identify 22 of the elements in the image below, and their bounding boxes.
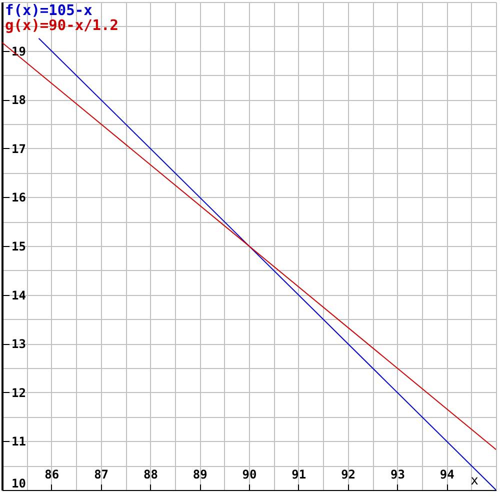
- text: f(x)=105-x: [5, 3, 93, 19]
- y-tick-label: 14: [12, 288, 26, 302]
- x-tick-label: 92: [341, 468, 356, 482]
- y-tick-label: 18: [12, 93, 26, 108]
- x-tick-label: 91: [292, 468, 306, 482]
- y-tick-label: 10: [12, 476, 26, 490]
- y-tick-label: 17: [12, 142, 26, 156]
- y-tick-label: 16: [12, 190, 26, 205]
- y-tick-label: 13: [12, 337, 26, 352]
- x-tick-label: 86: [44, 468, 60, 482]
- x-axis-title: x: [470, 474, 479, 488]
- x-tick-label: 89: [192, 468, 208, 482]
- y-tick-label: 15: [12, 240, 26, 254]
- x-tick-label: 94: [440, 468, 454, 482]
- y-tick-label: 19: [12, 44, 26, 58]
- y-tick-label: 12: [12, 386, 26, 400]
- x-tick-label: 88: [143, 468, 158, 482]
- series-label: g(x)=90-x/1.2: [5, 18, 118, 34]
- x-tick-label: 93: [390, 468, 405, 482]
- x-tick-label: 87: [94, 468, 109, 482]
- x-tick-label: 90: [242, 468, 257, 482]
- y-tick-label: 11: [12, 434, 26, 449]
